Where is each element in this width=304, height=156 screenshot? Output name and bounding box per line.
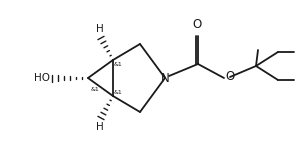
Text: O: O bbox=[225, 70, 234, 83]
Text: HO: HO bbox=[34, 73, 50, 83]
Text: H: H bbox=[96, 122, 104, 132]
Text: &1: &1 bbox=[114, 90, 123, 95]
Text: &1: &1 bbox=[114, 62, 123, 67]
Text: &1: &1 bbox=[91, 87, 100, 92]
Text: O: O bbox=[192, 18, 202, 31]
Text: H: H bbox=[96, 24, 104, 34]
Text: N: N bbox=[161, 71, 169, 85]
